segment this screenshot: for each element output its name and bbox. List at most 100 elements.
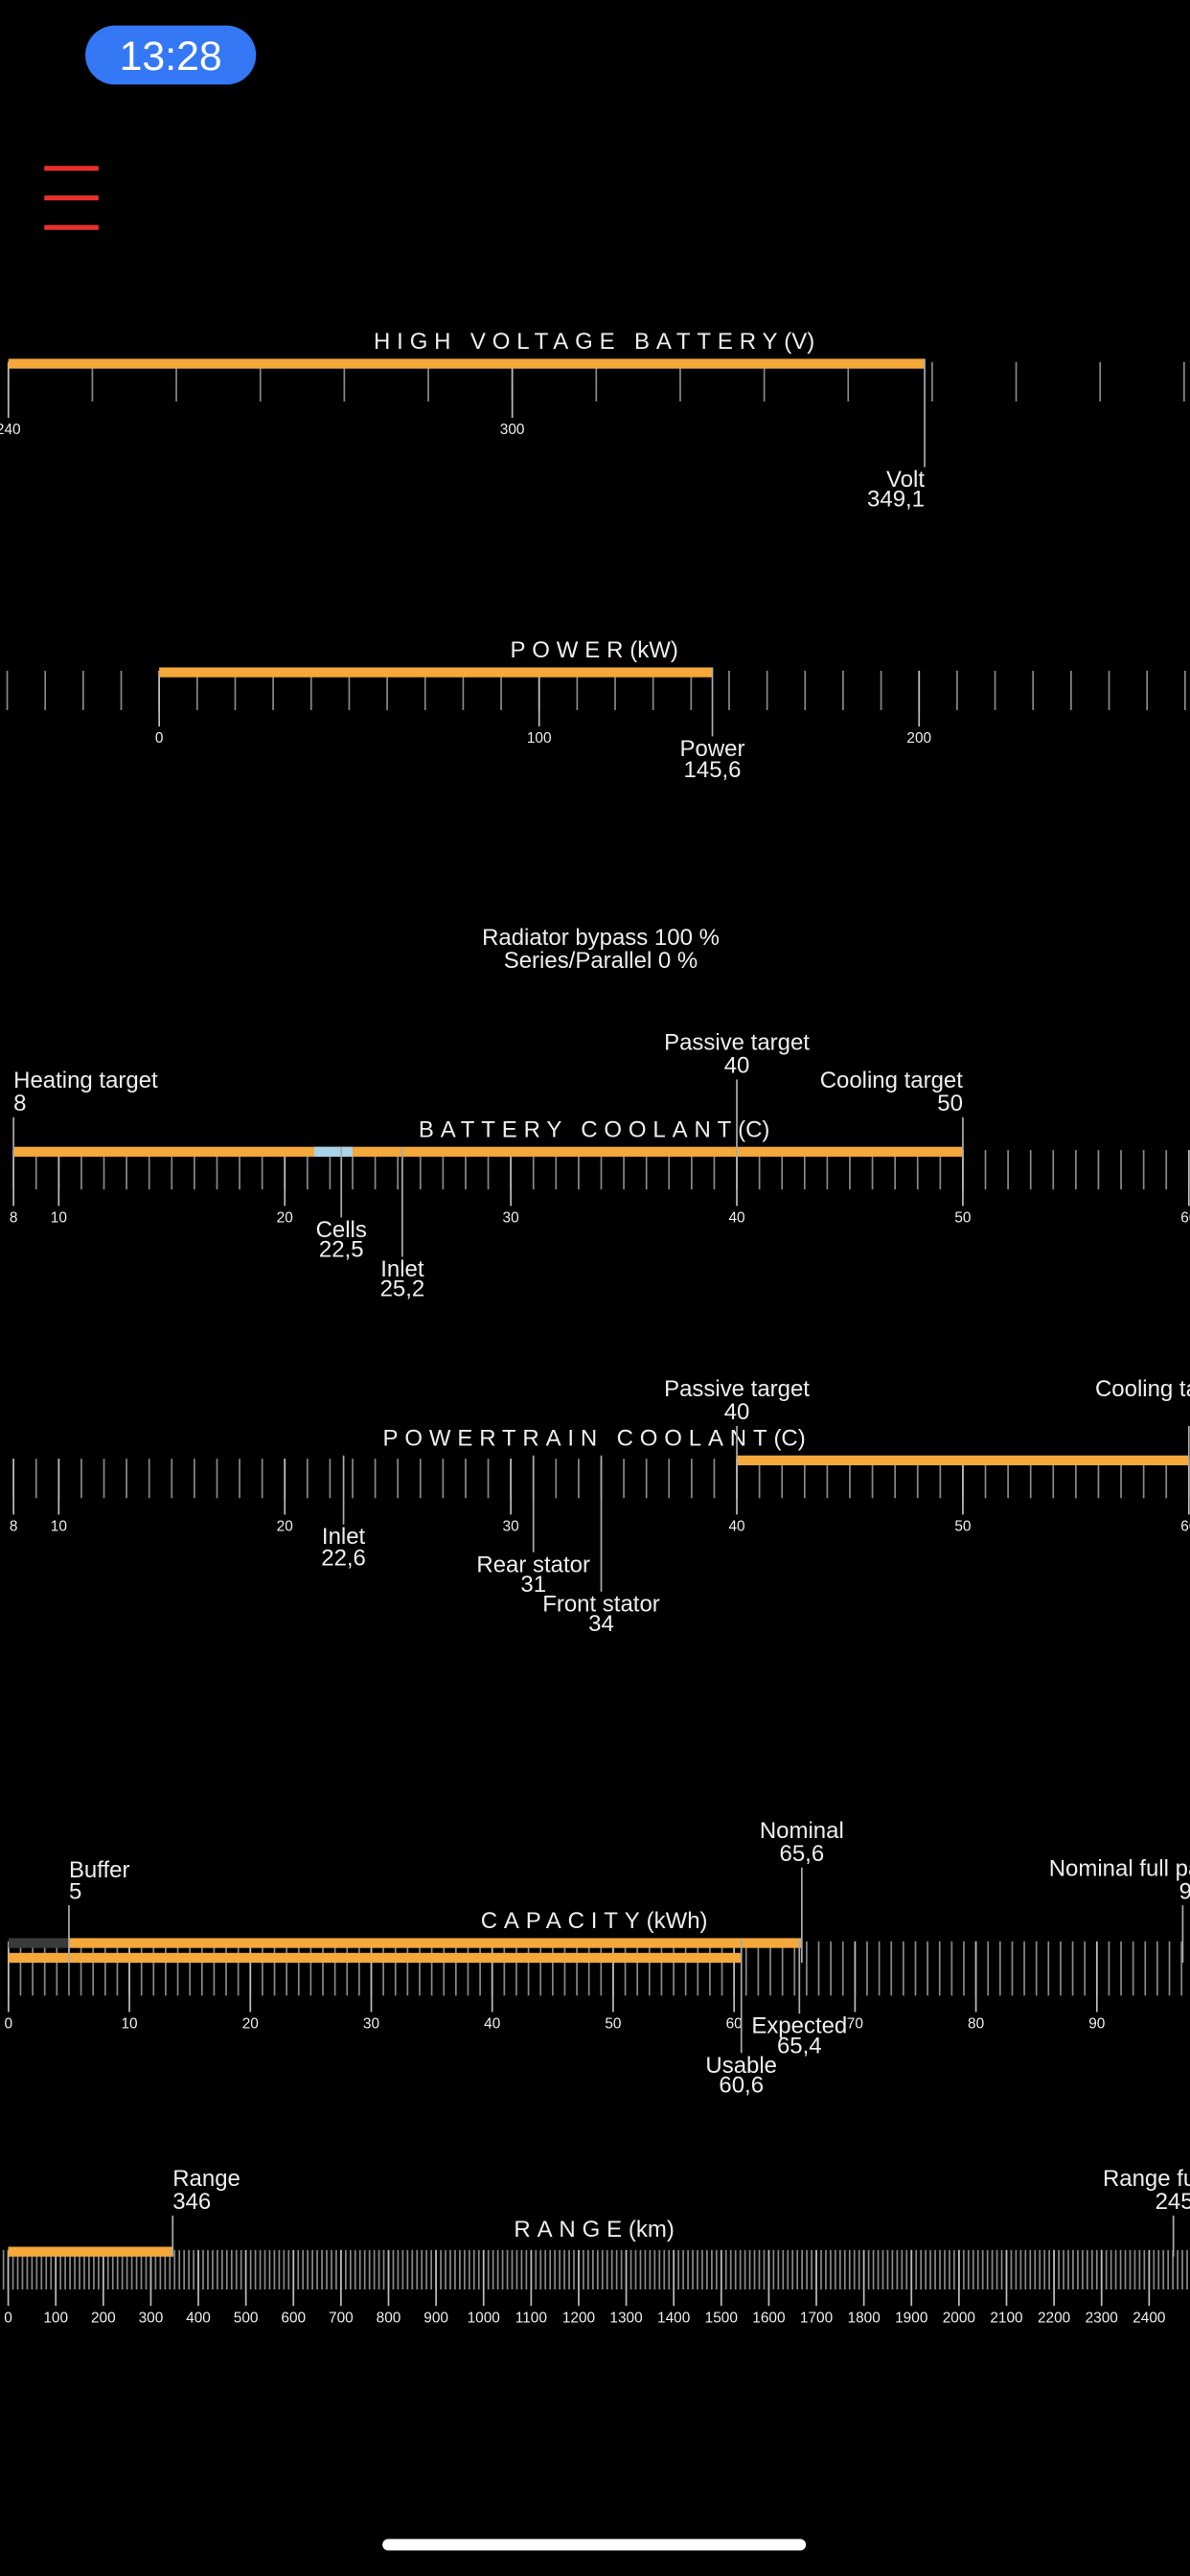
gauge: 8 10 20 30 40 50 60 BATTERY COOLANT(C) Heating t… — [10, 1030, 1190, 1302]
bar — [68, 1938, 802, 1948]
tick-label: 40 — [484, 2016, 500, 2033]
gauge-title: HIGH VOLTAGE BATTERY(V) — [374, 329, 814, 355]
tick-label: 300 — [500, 422, 525, 438]
tick-label: 60 — [726, 2016, 743, 2033]
gauge-title: CAPACITY(kWh) — [481, 1908, 708, 1934]
marker-value: 40 — [724, 1399, 750, 1425]
tick-label: 1300 — [609, 2310, 642, 2326]
note: Radiator bypass 100 % — [482, 925, 720, 951]
tick-label: 700 — [329, 2310, 354, 2326]
tick-label: 240 — [0, 422, 21, 438]
marker-label: Front stator — [542, 1591, 660, 1617]
gauge: 0 100 200 300 400 500 600 700 800 900 1000 1100 1200… — [2, 2166, 1190, 2326]
tick-label: 600 — [281, 2310, 306, 2326]
gauge-title-text: BATTERY COOLANT — [419, 1116, 738, 1142]
bar — [313, 1146, 353, 1157]
tick-label: 20 — [277, 1519, 293, 1535]
marker-value: 65,6 — [780, 1841, 825, 1867]
tick-label: 1700 — [800, 2310, 833, 2326]
tick-label: 50 — [954, 1519, 971, 1535]
bar — [13, 1146, 963, 1157]
marker-value: 145,6 — [684, 757, 742, 783]
tick-label: 1800 — [848, 2310, 881, 2326]
marker-label: Cells — [316, 1217, 367, 1243]
tick-label: 50 — [605, 2016, 621, 2033]
status-time: 13:28 — [120, 34, 222, 80]
tick-label: 0 — [5, 2016, 13, 2033]
tick-label: 2300 — [1086, 2310, 1118, 2326]
tick-label: 10 — [121, 2016, 137, 2033]
tick-label: 30 — [503, 1519, 519, 1535]
marker-value: 2451 — [1156, 2189, 1190, 2215]
tick-label: 80 — [968, 2016, 984, 2033]
gauge-title-text: HIGH VOLTAGE BATTERY — [374, 329, 784, 355]
menu-button[interactable] — [44, 166, 99, 230]
gauge-unit: (km) — [629, 2217, 675, 2242]
marker-value: 60,6 — [719, 2072, 764, 2098]
tick-label: 30 — [503, 1209, 519, 1226]
tick-label: 20 — [242, 2016, 259, 2033]
tick-label: 800 — [377, 2310, 401, 2326]
tick-label: 70 — [847, 2016, 863, 2033]
bar — [159, 667, 713, 678]
tick-label: 10 — [51, 1519, 67, 1535]
tick-label: 200 — [91, 2310, 116, 2326]
tick-label: 200 — [906, 730, 931, 747]
gauge-title: POWER(kW) — [510, 637, 677, 663]
gauge-unit: (C) — [773, 1425, 805, 1451]
marker-value: 8 — [13, 1091, 26, 1116]
tick-label: 40 — [728, 1519, 744, 1535]
marker-label: Inlet — [322, 1524, 366, 1550]
marker-value: 349,1 — [867, 487, 925, 513]
marker-value: 31 — [520, 1572, 546, 1598]
note: Series/Parallel 0 % — [504, 948, 698, 974]
home-indicator[interactable] — [382, 2539, 807, 2551]
tick-label: 8 — [10, 1519, 18, 1535]
gauge-title: POWERTRAIN COOLANT(C) — [383, 1425, 806, 1451]
gauge-title: BATTERY COOLANT(C) — [419, 1116, 769, 1142]
tick-label: 1000 — [468, 2310, 500, 2326]
gauge: 8 10 20 30 40 50 60 POWERTRAIN COOLANT(C) Passiv… — [10, 1376, 1190, 1637]
marker-label: Buffer — [69, 1857, 130, 1883]
marker-label: Inlet — [380, 1256, 424, 1282]
marker-value: 40 — [724, 1053, 750, 1079]
marker-label: Passive target — [664, 1376, 810, 1402]
tick-label: 50 — [954, 1209, 971, 1226]
marker-value: 97,1 — [1179, 1878, 1190, 1904]
marker-value: 22,6 — [321, 1546, 366, 1572]
bar — [8, 1952, 742, 1964]
marker-label: Power — [680, 736, 745, 762]
tick-label: 2200 — [1038, 2310, 1070, 2326]
tick-label: 10 — [51, 1209, 67, 1226]
tick-label: 20 — [277, 1209, 293, 1226]
tick-label: 60 — [1180, 1519, 1190, 1535]
gauge-unit: (V) — [784, 329, 814, 355]
marker-label: Heating target — [13, 1068, 158, 1093]
tick-label: 2000 — [943, 2310, 975, 2326]
bar — [737, 1455, 1189, 1466]
marker-label: Nominal — [760, 1818, 844, 1844]
gauge-title-text: RANGE — [514, 2217, 629, 2242]
tick-label: 100 — [527, 730, 552, 747]
marker-value: 25,2 — [380, 1276, 425, 1302]
tick-label: 500 — [234, 2310, 259, 2326]
gauge-title-text: POWER — [510, 637, 629, 663]
tick-label: 30 — [363, 2016, 379, 2033]
gauge-unit: (C) — [738, 1116, 769, 1142]
tick-label: 1600 — [752, 2310, 785, 2326]
gauge-title-text: POWERTRAIN COOLANT — [383, 1425, 774, 1451]
marker-label: Cooling target — [1095, 1376, 1190, 1402]
marker-value: 346 — [172, 2189, 211, 2215]
marker-label: Range full — [1103, 2166, 1190, 2192]
tick-label: 1500 — [705, 2310, 738, 2326]
marker-label: Volt — [886, 467, 925, 493]
marker-value: 50 — [937, 1091, 963, 1116]
gauge-unit: (kWh) — [647, 1908, 708, 1934]
time-pill[interactable] — [85, 25, 257, 85]
marker-value: 34 — [588, 1611, 614, 1637]
gauge-title-text: CAPACITY — [481, 1908, 647, 1934]
